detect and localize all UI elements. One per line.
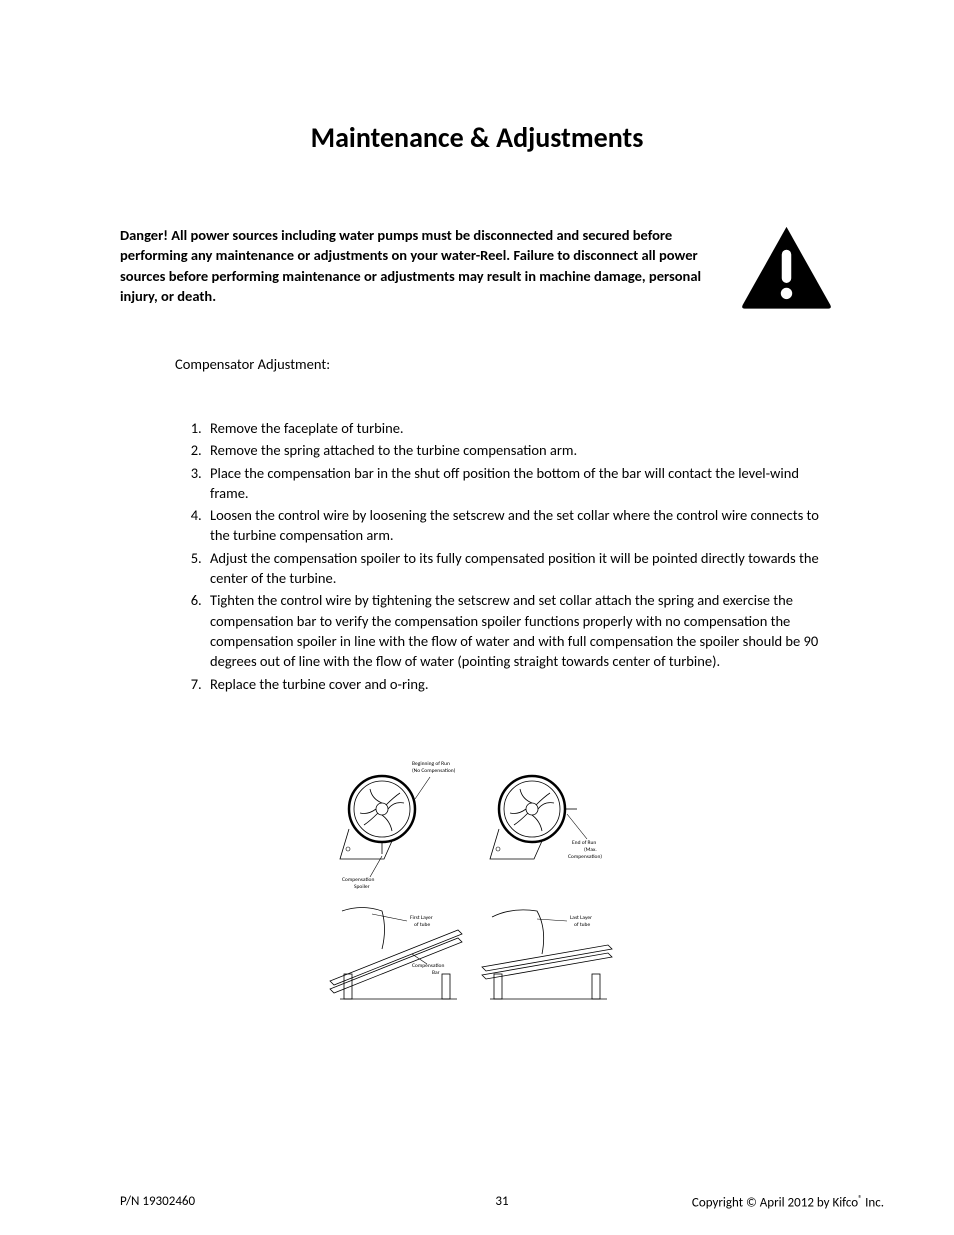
diagram-label: Compensation — [342, 877, 374, 883]
warning-icon — [739, 225, 834, 310]
diagram-label: End of Run — [572, 840, 596, 846]
diagram-label: Last Layer — [570, 915, 592, 921]
compensator-diagram: Beginning of Run (No Compensation) Compe… — [120, 749, 834, 1029]
diagram-label: Beginning of Run — [412, 761, 450, 767]
step-item: Loosen the control wire by loosening the… — [205, 505, 824, 546]
step-item: Place the compensation bar in the shut o… — [205, 463, 824, 504]
diagram-label: of tube — [414, 922, 430, 928]
page-number: 31 — [495, 1194, 508, 1209]
warning-row: Danger! All power sources including wate… — [120, 225, 834, 310]
section-label: Compensator Adjustment: — [175, 355, 834, 373]
step-item: Tighten the control wire by tightening t… — [205, 590, 824, 671]
copyright: Copyright © April 2012 by Kifco® Inc. — [692, 1194, 884, 1210]
diagram-label: of tube — [574, 922, 590, 928]
page-title: Maintenance & Adjustments — [120, 120, 834, 155]
left-mechanism — [330, 907, 462, 999]
step-item: Remove the spring attached to the turbin… — [205, 440, 824, 460]
step-item: Replace the turbine cover and o-ring. — [205, 674, 824, 694]
step-item: Remove the faceplate of turbine. — [205, 418, 824, 438]
diagram-label: Bar — [432, 970, 440, 976]
diagram-label: First Layer — [410, 915, 433, 921]
part-number: P/N 19302460 — [120, 1194, 195, 1209]
page-footer: P/N 19302460 31 Copyright © April 2012 b… — [120, 1194, 884, 1210]
diagram-label: Compensation) — [568, 853, 602, 860]
diagram-label: (Max. — [584, 846, 597, 853]
diagram-label: Compensation — [412, 963, 444, 969]
left-turbine — [340, 776, 430, 877]
diagram-label: (No Compensation) — [412, 767, 456, 774]
right-mechanism — [482, 910, 612, 999]
diagram-label: Spoiler — [354, 884, 370, 890]
steps-list: Remove the faceplate of turbine. Remove … — [175, 418, 824, 694]
step-item: Adjust the compensation spoiler to its f… — [205, 548, 824, 589]
warning-text: Danger! All power sources including wate… — [120, 225, 719, 306]
right-turbine — [490, 776, 587, 859]
